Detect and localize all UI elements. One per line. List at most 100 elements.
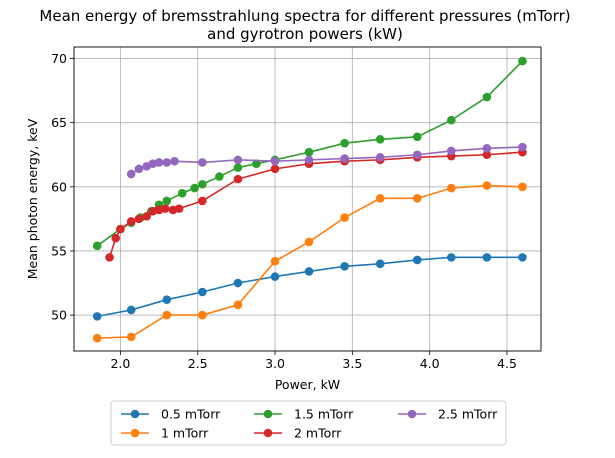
- legend-label: 2.5 mTorr: [438, 407, 498, 422]
- series-1: [92, 181, 527, 343]
- data-point: [160, 204, 170, 213]
- data-point: [447, 115, 456, 125]
- data-point: [304, 237, 314, 247]
- data-point: [170, 156, 179, 166]
- data-point: [482, 253, 492, 262]
- data-point: [340, 213, 349, 222]
- data-point: [518, 142, 527, 152]
- data-point: [162, 295, 172, 304]
- data-point: [190, 183, 199, 193]
- data-point: [412, 132, 422, 142]
- data-point: [126, 217, 136, 226]
- y-tick-label: 60: [51, 179, 67, 194]
- data-point: [340, 138, 349, 148]
- grid-lines: [74, 47, 541, 351]
- data-point: [340, 262, 349, 271]
- series-0: [92, 253, 527, 321]
- data-point: [233, 163, 243, 172]
- legend-marker: [130, 428, 140, 438]
- data-point: [270, 164, 280, 174]
- axis-ticks: 2.0 2.5 3.0 3.5 4.0 4.5 50 55 60 65 70: [51, 51, 517, 371]
- series-4: [126, 142, 527, 179]
- data-point: [92, 312, 102, 321]
- data-point: [375, 259, 385, 269]
- series-line: [130, 146, 523, 175]
- x-tick-label: 4.5: [497, 356, 517, 371]
- data-point: [162, 310, 172, 320]
- x-axis-label: Power, kW: [275, 377, 340, 392]
- data-point: [233, 278, 243, 288]
- plot-frame: [73, 46, 542, 352]
- data-point: [482, 144, 492, 153]
- data-point: [126, 305, 136, 315]
- series-line: [97, 256, 523, 318]
- x-tick-label: 4.0: [420, 356, 440, 371]
- legend-box: [110, 400, 507, 446]
- legend-item: 0.5 mTorr: [121, 407, 221, 422]
- data-point: [198, 310, 207, 320]
- data-point: [116, 224, 125, 234]
- data-point: [215, 172, 224, 181]
- legend-marker: [407, 409, 417, 419]
- x-tick-label: 3.0: [265, 356, 285, 371]
- data-point: [270, 256, 280, 266]
- data-point: [518, 56, 527, 66]
- legend-label: 1.5 mTorr: [294, 407, 354, 422]
- chart-title-line2: and gyrotron powers (kW): [207, 25, 403, 43]
- data-point: [198, 179, 207, 189]
- data-point: [126, 332, 136, 342]
- data-point: [174, 204, 184, 213]
- data-point: [304, 147, 314, 157]
- data-point: [126, 169, 136, 179]
- data-point: [375, 135, 385, 144]
- data-point: [111, 233, 121, 243]
- data-point: [518, 182, 527, 192]
- legend: 0.5 mTorr 1 mTorr 1.5 mTorr 2 mTorr 2.5 mTor…: [110, 400, 507, 446]
- y-tick-label: 65: [51, 115, 67, 130]
- data-point: [105, 253, 114, 262]
- plot-series: [92, 56, 527, 343]
- legend-marker: [263, 409, 273, 419]
- y-tick-label: 70: [51, 51, 67, 66]
- y-tick-label: 50: [51, 308, 67, 323]
- data-point: [518, 253, 527, 262]
- data-point: [134, 214, 144, 224]
- legend-label: 1 mTorr: [161, 426, 209, 441]
- data-point: [270, 156, 280, 166]
- data-point: [375, 153, 385, 162]
- series-line: [108, 151, 523, 258]
- legend-marker: [263, 428, 273, 438]
- data-point: [92, 333, 102, 343]
- data-point: [252, 159, 261, 169]
- data-point: [447, 146, 456, 156]
- data-point: [482, 150, 492, 160]
- y-tick-label: 55: [51, 243, 67, 258]
- series-2: [92, 56, 527, 251]
- x-tick-label: 2.5: [188, 356, 208, 371]
- data-point: [304, 155, 314, 165]
- data-point: [375, 194, 385, 203]
- data-point: [134, 164, 144, 174]
- data-point: [447, 253, 456, 262]
- x-tick-label: 2.0: [110, 356, 130, 371]
- chart-title-line1: Mean energy of bremsstrahlung spectra fo…: [39, 7, 570, 25]
- data-point: [177, 188, 187, 198]
- data-point: [154, 158, 164, 167]
- data-point: [233, 174, 243, 184]
- data-point: [162, 196, 172, 206]
- legend-item: 1.5 mTorr: [254, 407, 354, 422]
- legend-label: 2 mTorr: [294, 426, 342, 441]
- data-point: [270, 272, 280, 281]
- data-point: [142, 212, 151, 221]
- legend-label: 0.5 mTorr: [161, 407, 221, 422]
- data-point: [482, 92, 492, 102]
- data-point: [233, 300, 243, 310]
- y-axis-label: Mean photon energy, keV: [25, 118, 40, 279]
- data-point: [198, 158, 207, 167]
- data-point: [412, 150, 422, 160]
- data-point: [447, 183, 456, 193]
- x-tick-label: 3.5: [342, 356, 362, 371]
- data-point: [412, 255, 422, 265]
- data-point: [304, 267, 314, 276]
